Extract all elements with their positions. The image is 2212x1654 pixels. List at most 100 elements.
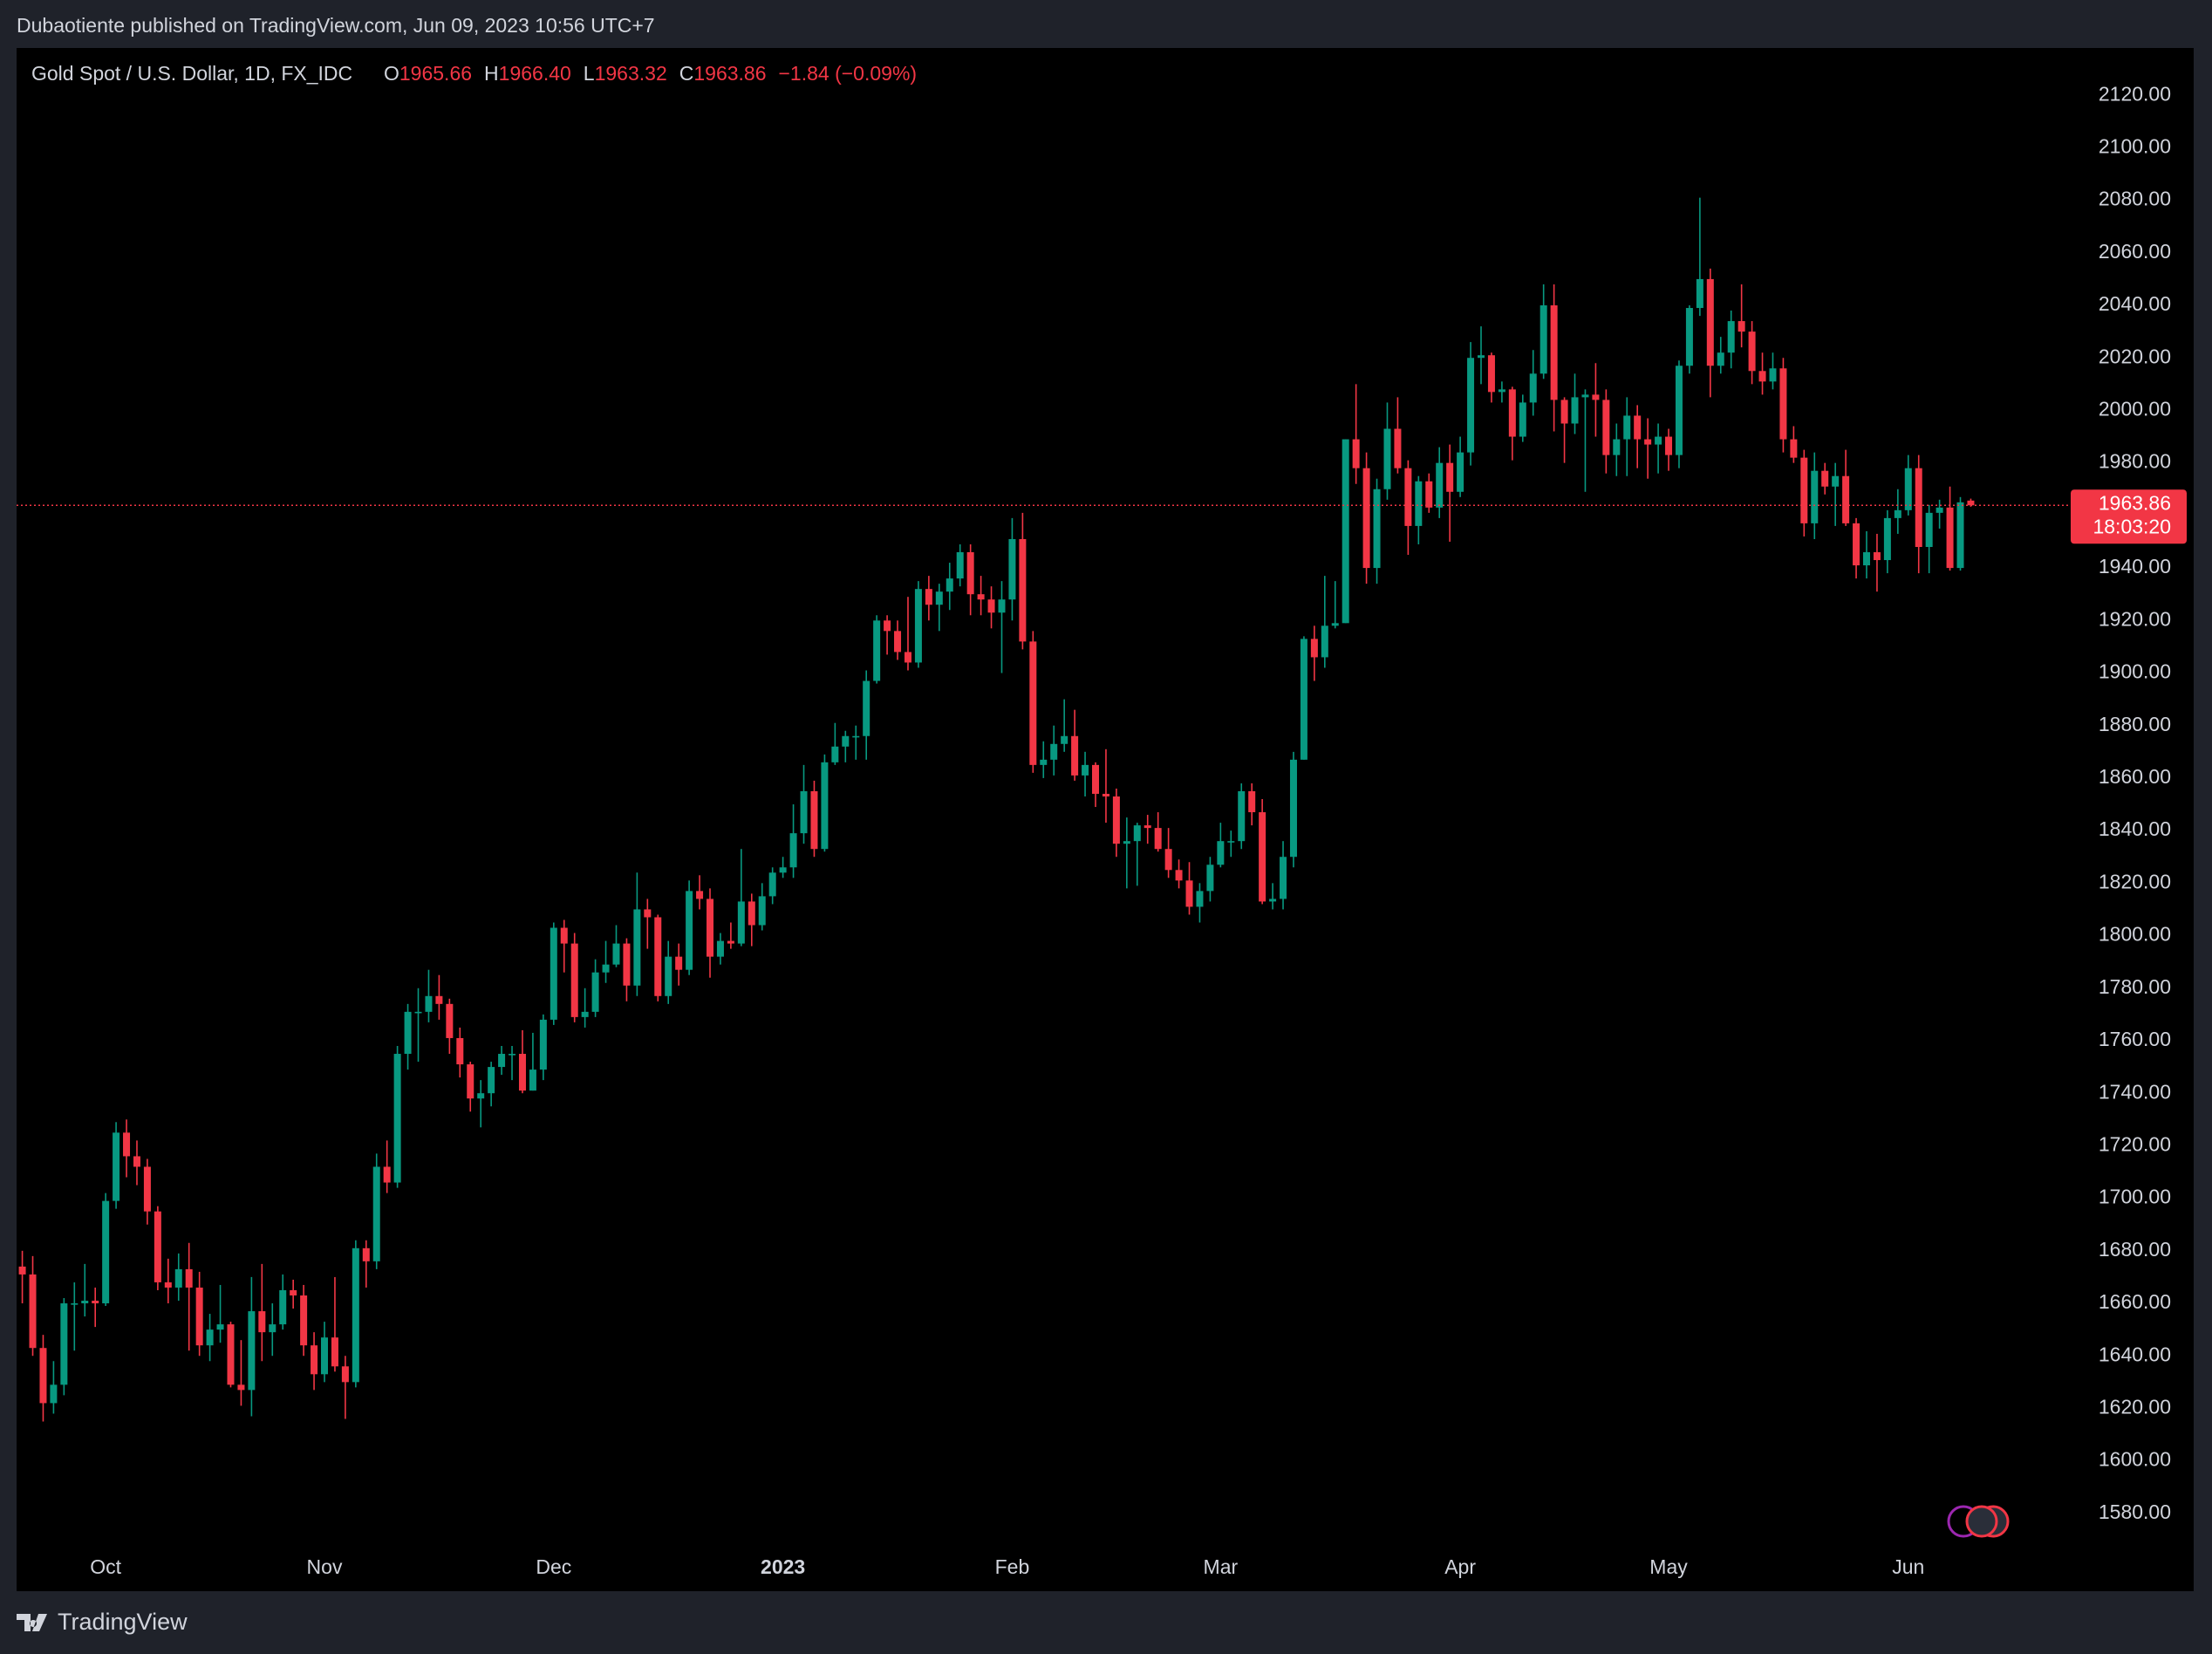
candle-body [71, 1303, 79, 1305]
candle-body [852, 735, 860, 738]
x-tick-label: Nov [307, 1555, 343, 1578]
last-price-label: 1963.86 [2099, 491, 2171, 514]
candle-body [800, 790, 808, 834]
candle-body [602, 964, 610, 973]
y-tick-label: 2120.00 [2099, 82, 2171, 105]
candle-body [925, 589, 932, 605]
candle-body [1164, 849, 1172, 871]
candle-body [1008, 538, 1016, 600]
candle-body [1738, 321, 1745, 332]
candle-body [539, 1019, 547, 1070]
candle-body [1259, 812, 1266, 902]
candle-body [279, 1289, 287, 1325]
candle-body [383, 1166, 391, 1183]
countdown: 18:03:20 [2093, 515, 2171, 537]
candle-body [498, 1054, 506, 1068]
candle-body [529, 1070, 536, 1091]
candle-body [1050, 743, 1058, 760]
candle-body [1425, 481, 1433, 508]
candle-body [1383, 428, 1391, 489]
candle-body [707, 899, 714, 957]
candle-body [1863, 552, 1871, 566]
candle-body [1457, 452, 1464, 492]
candle-body [644, 909, 652, 918]
candle-body [581, 1011, 589, 1017]
candle-body [748, 901, 755, 926]
candle-body [113, 1132, 120, 1201]
candle-body [1092, 764, 1100, 794]
candle-body [372, 1166, 380, 1261]
candle-body [509, 1054, 516, 1056]
candle-body [831, 746, 839, 762]
candle-body [696, 891, 704, 899]
candle-body [1310, 639, 1318, 658]
candle-body [456, 1037, 464, 1065]
candle-body [1883, 517, 1891, 561]
candle-body [1571, 397, 1579, 424]
candle-body [1227, 841, 1235, 843]
candle-body [1665, 436, 1673, 455]
candle-body [904, 652, 911, 663]
y-tick-label: 1640.00 [2099, 1343, 2171, 1365]
y-tick-label: 1940.00 [2099, 555, 2171, 578]
candle-body [1082, 764, 1089, 776]
candle-body [195, 1287, 203, 1346]
candle-body [143, 1166, 151, 1212]
ohlc-legend: O1965.66 H1966.40 L1963.32 C1963.86 −1.84 (−… [384, 62, 917, 85]
legend-value: 1963.32 [595, 62, 667, 85]
candle-body [1675, 366, 1683, 455]
candle-body [1206, 865, 1214, 892]
y-tick-label: 1900.00 [2099, 660, 2171, 683]
candle-body [467, 1064, 474, 1099]
candle-body [216, 1324, 224, 1330]
candle-body [29, 1274, 37, 1349]
candle-body [133, 1156, 140, 1167]
candle-body [477, 1093, 485, 1099]
candle-body [873, 620, 881, 681]
candle-body [1685, 308, 1693, 366]
candle-body [248, 1311, 256, 1391]
candle-body [935, 591, 943, 605]
candle-body [1956, 502, 1964, 569]
x-tick-label: Feb [995, 1555, 1030, 1578]
candle-body [1821, 470, 1829, 487]
candle-body [1717, 352, 1724, 366]
candle-body [966, 552, 974, 595]
candle-body [810, 790, 818, 850]
candle-body [1144, 825, 1151, 829]
candle-body [92, 1301, 99, 1304]
candle-body [821, 762, 829, 850]
candle-body [1655, 436, 1662, 445]
y-tick-label: 1800.00 [2099, 923, 2171, 946]
candle-body [1894, 509, 1901, 518]
candle-body [1289, 759, 1297, 858]
y-tick-label: 1600.00 [2099, 1448, 2171, 1471]
candle-body [404, 1011, 412, 1055]
candle-body [1300, 639, 1307, 760]
y-tick-label: 2060.00 [2099, 240, 2171, 263]
y-tick-label: 1740.00 [2099, 1080, 2171, 1103]
y-tick-label: 2020.00 [2099, 345, 2171, 367]
candle-body [1602, 400, 1610, 455]
candle-body [1133, 825, 1141, 842]
candle-body [1936, 507, 1943, 513]
candle-body [435, 995, 443, 1004]
y-tick-label: 1980.00 [2099, 450, 2171, 473]
candle-body [727, 940, 734, 944]
candle-body [1696, 278, 1703, 309]
candle-body [1560, 400, 1568, 424]
candle-body [1904, 468, 1912, 510]
candle-body [987, 599, 995, 613]
x-tick-label: Apr [1444, 1555, 1476, 1578]
candle-body [50, 1384, 58, 1404]
candle-body [393, 1054, 401, 1183]
x-tick-label: Jun [1892, 1555, 1924, 1578]
candle-body [1853, 523, 1860, 566]
candle-body [1185, 880, 1193, 907]
candle-body [1706, 278, 1714, 366]
candle-body [1613, 439, 1621, 455]
candle-body [1102, 793, 1109, 796]
change: −1.84 (−0.09%) [779, 62, 918, 85]
candle-body [1487, 355, 1495, 393]
candle-body [1112, 796, 1120, 844]
